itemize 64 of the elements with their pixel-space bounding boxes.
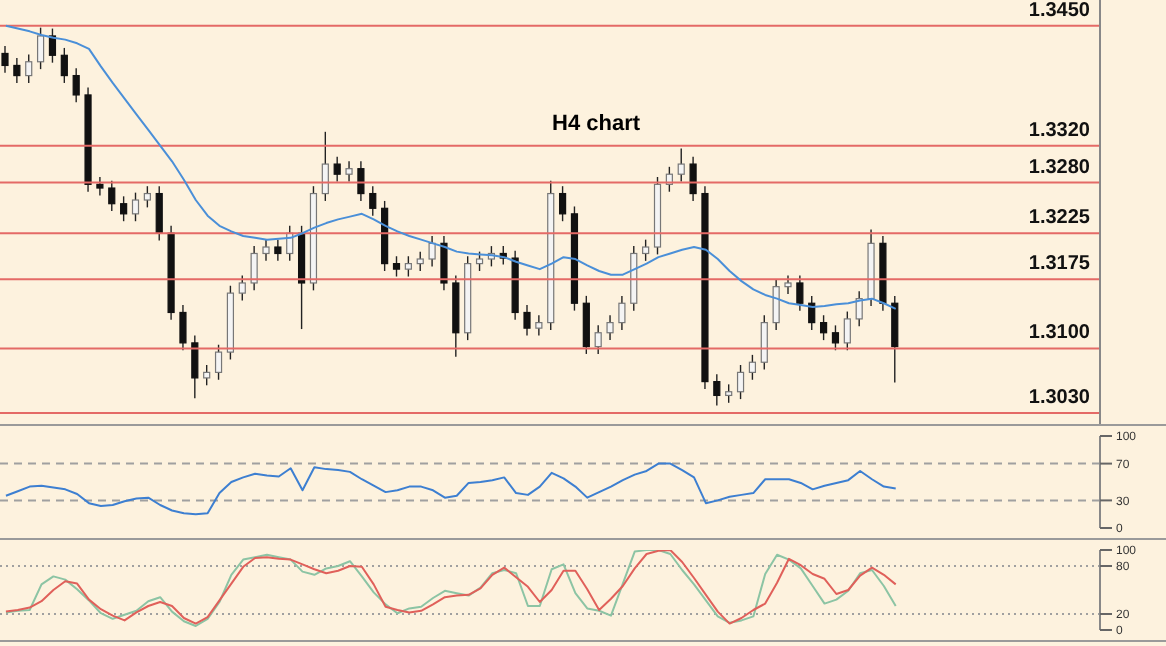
candlestick: [321, 131, 329, 202]
candlestick: [855, 290, 863, 327]
candlestick: [404, 255, 412, 278]
candlestick: [440, 235, 448, 292]
candlestick: [60, 47, 68, 84]
candlestick: [274, 238, 282, 262]
candlestick: [819, 314, 828, 341]
candlestick: [831, 324, 840, 351]
candlestick: [594, 324, 602, 355]
candlestick: [475, 250, 484, 272]
candlestick: [736, 364, 745, 400]
text: H4 chart: [552, 112, 641, 136]
candlestick: [642, 238, 650, 262]
candlestick: [214, 344, 223, 381]
candlestick: [250, 245, 258, 292]
ref-line-label: 1.3320: [1028, 119, 1091, 142]
candlestick: [357, 160, 365, 202]
candlestick: [155, 185, 163, 242]
candlestick: [677, 147, 685, 183]
candlestick: [748, 354, 757, 381]
candlestick: [203, 364, 211, 386]
candlestick: [345, 160, 353, 183]
candlestick: [784, 274, 792, 295]
ref-line-label: 1.3030: [1028, 386, 1091, 409]
candlestick: [618, 295, 626, 331]
candlestick: [796, 274, 804, 312]
ref-line-label: 1.3225: [1028, 207, 1091, 230]
candlestick: [535, 314, 543, 337]
candlestick: [725, 383, 733, 404]
candlestick: [262, 238, 270, 262]
candlestick: [72, 67, 80, 104]
candlestick: [772, 278, 780, 331]
candlestick: [606, 314, 614, 341]
candlestick: [96, 176, 104, 197]
candlestick: [713, 373, 721, 407]
candlestick: [428, 235, 436, 268]
candlestick: [416, 250, 424, 272]
candlestick: [760, 314, 768, 371]
candlestick: [48, 27, 57, 64]
candlestick: [108, 179, 116, 212]
candlestick: [143, 185, 151, 209]
candlestick: [36, 26, 45, 70]
ref-line-label: 1.3175: [1028, 253, 1091, 276]
candlestick: [131, 191, 140, 222]
candlestick: [238, 274, 246, 302]
line-series: [4, 462, 897, 516]
candlestick: [369, 185, 377, 217]
candlestick: [843, 310, 851, 351]
candlestick: [689, 156, 697, 202]
candlestick: [120, 195, 128, 222]
candlestick: [523, 304, 531, 337]
candlestick: [333, 156, 341, 183]
candlestick: [179, 304, 187, 351]
candlestick: [13, 57, 21, 84]
candlestick: [1, 45, 9, 74]
candlestick: [582, 295, 590, 355]
candlestick: [25, 53, 33, 84]
candlestick: [392, 255, 401, 278]
candlestick: [891, 295, 899, 384]
candlestick: [558, 185, 567, 222]
ref-line-label: 1.3450: [1028, 0, 1091, 22]
ref-line-label: 1.3100: [1028, 322, 1091, 345]
candlestick: [191, 334, 199, 399]
ref-line-label: 1.3280: [1028, 156, 1091, 179]
